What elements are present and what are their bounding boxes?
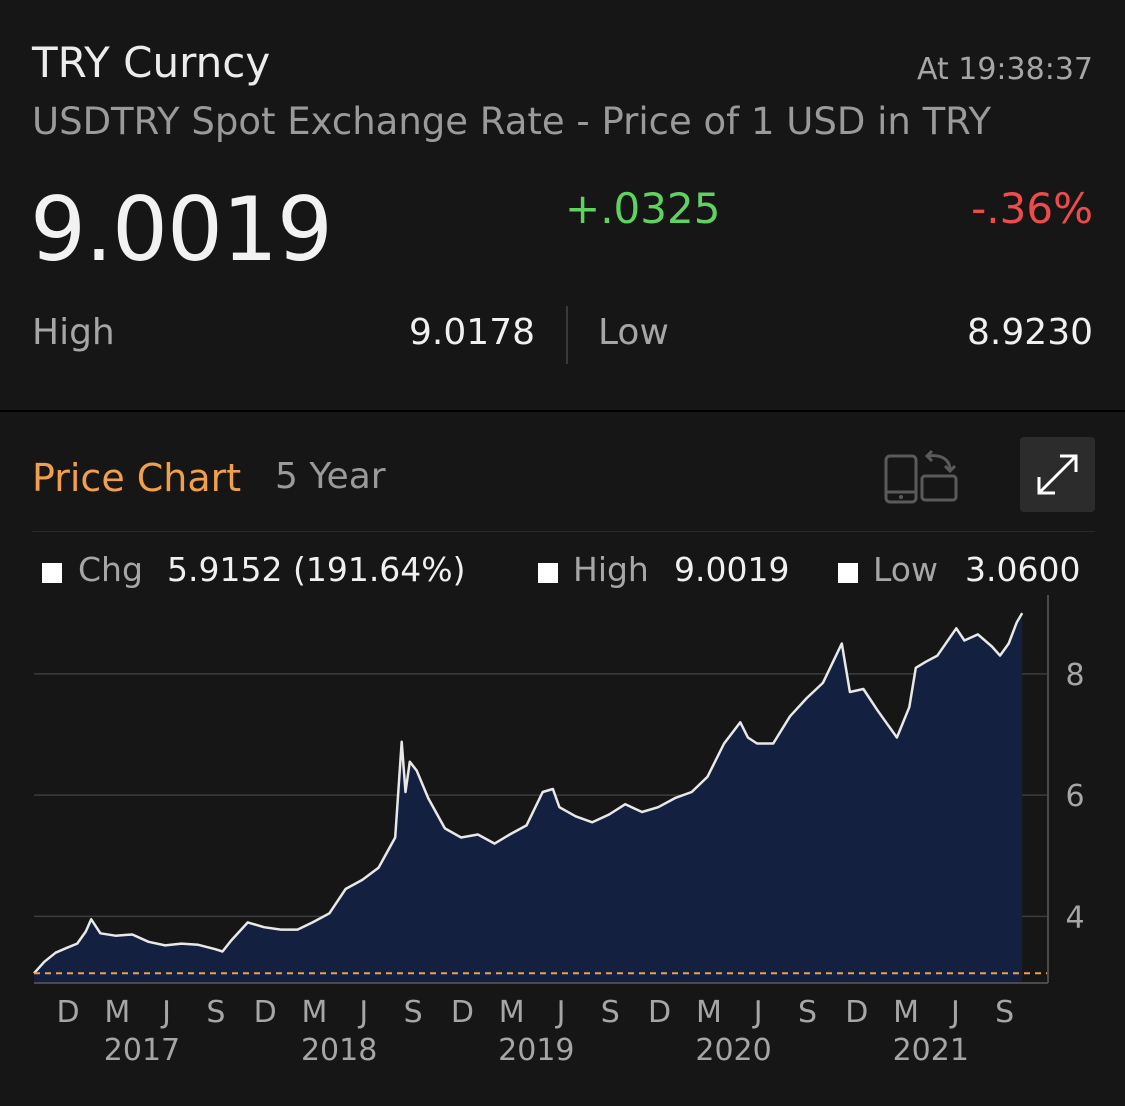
x-month-label: D	[648, 995, 671, 1030]
chart-header-divider	[32, 531, 1095, 532]
x-month-label: S	[404, 995, 423, 1030]
high-low-divider	[566, 306, 568, 364]
day-high-label: High	[32, 312, 115, 353]
legend-high-label: High	[573, 550, 649, 589]
price-area	[34, 613, 1023, 983]
y-tick-label: 8	[1065, 658, 1084, 693]
percent-change: -.36%	[971, 184, 1093, 233]
rotate-device-button[interactable]	[880, 446, 960, 506]
x-year-label: 2020	[695, 1033, 771, 1068]
legend-chg-value: 5.9152 (191.64%)	[167, 550, 466, 589]
day-high-value: 9.0178	[409, 312, 535, 353]
x-month-label: M	[893, 995, 919, 1030]
x-year-label: 2019	[498, 1033, 574, 1068]
net-change: +.0325	[565, 184, 721, 233]
rotate-device-icon	[884, 449, 958, 504]
x-year-label: 2017	[104, 1033, 180, 1068]
y-tick-label: 6	[1065, 779, 1084, 814]
price-line	[33, 612, 1024, 975]
quote-header: TRY Curncy At 19:38:37 USDTRY Spot Excha…	[0, 0, 1125, 410]
x-month-label: M	[696, 995, 722, 1030]
x-month-label: M	[104, 995, 130, 1030]
section-divider	[0, 410, 1125, 412]
high-legend-marker	[538, 563, 558, 583]
legend-high-value: 9.0019	[674, 550, 790, 589]
price-chart-title[interactable]: Price Chart	[32, 456, 242, 500]
x-month-label: J	[160, 995, 171, 1030]
chg-legend-marker	[42, 563, 62, 583]
quote-time: At 19:38:37	[916, 52, 1093, 87]
x-month-label: D	[254, 995, 277, 1030]
last-price: 9.0019	[30, 178, 333, 281]
ticker-subtitle: USDTRY Spot Exchange Rate - Price of 1 U…	[32, 100, 992, 143]
x-month-label: J	[949, 995, 960, 1030]
day-low-label: Low	[598, 312, 669, 353]
x-year-label: 2021	[893, 1033, 969, 1068]
x-month-label: D	[56, 995, 79, 1030]
x-month-label: J	[752, 995, 763, 1030]
legend-low-label: Low	[873, 550, 938, 589]
x-month-label: S	[995, 995, 1014, 1030]
x-month-label: M	[302, 995, 328, 1030]
y-tick-label: 4	[1065, 900, 1084, 935]
x-month-label: D	[451, 995, 474, 1030]
x-month-label: M	[499, 995, 525, 1030]
legend-low-value: 3.0600	[965, 550, 1081, 589]
x-month-label: S	[798, 995, 817, 1030]
x-month-label: D	[845, 995, 868, 1030]
expand-chart-button[interactable]	[1020, 437, 1095, 512]
day-low-value: 8.9230	[967, 312, 1093, 353]
low-legend-marker	[838, 563, 858, 583]
chart-range-selector[interactable]: 5 Year	[275, 456, 386, 497]
x-month-label: S	[206, 995, 225, 1030]
legend-chg-label: Chg	[78, 550, 143, 589]
x-month-label: S	[601, 995, 620, 1030]
x-month-label: J	[357, 995, 368, 1030]
expand-icon	[1037, 454, 1078, 495]
x-year-label: 2018	[301, 1033, 377, 1068]
ticker-title: TRY Curncy	[32, 38, 271, 87]
x-month-label: J	[555, 995, 566, 1030]
